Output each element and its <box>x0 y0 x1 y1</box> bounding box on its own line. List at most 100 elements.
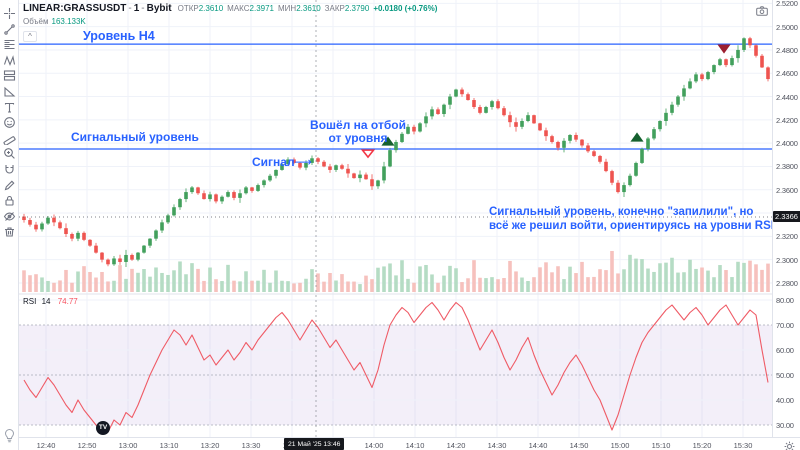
symbol-name[interactable]: LINEAR:GRASSUSDT <box>23 3 127 14</box>
time-tick-label: 14:40 <box>528 441 548 450</box>
bounce-entry-note[interactable]: Вошёл на отбой от уровня <box>277 119 439 145</box>
chart-pane[interactable]: LINEAR:GRASSUSDT -1- Bybit ОТКР2.3610 МАКС2.… <box>19 0 772 437</box>
candle-body <box>550 136 554 142</box>
candle-body <box>622 185 626 193</box>
triangle-pattern-icon[interactable] <box>3 85 16 98</box>
volume-bar <box>286 281 290 292</box>
candle-body <box>604 161 608 172</box>
candle-body <box>484 107 488 113</box>
xabcd-pattern-icon[interactable] <box>3 54 16 67</box>
trend-line-icon[interactable] <box>3 23 16 36</box>
tradingview-logo[interactable]: TV <box>96 421 110 435</box>
fib-retracement-icon[interactable] <box>3 38 16 51</box>
sell-marker-icon <box>717 44 731 54</box>
time-tick-label: 13:20 <box>200 441 220 450</box>
last-price-label: 2.3366 <box>773 211 800 222</box>
hide-drawings-icon[interactable] <box>3 210 16 223</box>
volume-bar <box>292 283 296 292</box>
volume-bar <box>130 268 134 292</box>
candle-body <box>448 96 452 105</box>
candle-body <box>670 104 674 113</box>
long-position-icon[interactable] <box>3 69 16 82</box>
volume-bar <box>442 275 446 292</box>
volume-bar <box>724 270 728 292</box>
candle-body <box>712 65 716 73</box>
legend-separator2: - <box>141 3 145 14</box>
candle-body <box>424 116 428 124</box>
candle-body <box>682 88 686 97</box>
signal-level-label[interactable]: Сигнальный уровень <box>71 130 199 144</box>
volume-bar <box>34 274 38 292</box>
magnet-icon[interactable] <box>3 163 16 176</box>
remove-drawings-icon[interactable] <box>3 225 16 238</box>
volume-bar <box>484 278 488 292</box>
lock-drawings-icon[interactable] <box>3 194 16 207</box>
axis-settings-gear-icon[interactable] <box>784 439 795 450</box>
volume-bar <box>178 261 182 292</box>
ohlc-label: МИН <box>278 4 297 13</box>
volume-bar <box>70 282 74 292</box>
emoji-icon[interactable] <box>3 116 16 129</box>
candle-body <box>112 258 116 265</box>
candle-body <box>628 175 632 186</box>
candle-body <box>370 179 374 187</box>
candle-body <box>106 259 110 265</box>
rsi-legend[interactable]: RSI 14 74.77 <box>23 297 78 306</box>
volume-bar <box>574 273 578 292</box>
chart-canvas[interactable] <box>19 0 772 437</box>
candle-body <box>46 217 50 224</box>
candle-body <box>340 165 344 169</box>
candle-body <box>358 174 362 179</box>
candle-body <box>196 187 200 194</box>
h4-level-label[interactable]: Уровень H4 <box>83 29 155 43</box>
candle-body <box>526 115 530 122</box>
candle-body <box>700 74 704 80</box>
price-tick-label: 2.4000 <box>776 139 798 149</box>
time-tick-label: 14:10 <box>405 441 425 450</box>
volume-bar <box>352 281 356 292</box>
volume-value: 163.133K <box>51 17 86 26</box>
candle-body <box>232 192 236 198</box>
candle-body <box>442 104 446 115</box>
drawing-mode-icon[interactable] <box>3 179 16 192</box>
signal-callout[interactable]: Сигнал⟶ <box>252 155 312 169</box>
volume-bar <box>334 280 338 292</box>
volume-bar <box>562 279 566 292</box>
symbol-legend[interactable]: LINEAR:GRASSUSDT -1- Bybit ОТКР2.3610 МАКС2.… <box>23 3 437 44</box>
candle-body <box>190 187 194 193</box>
candle-body <box>70 234 74 239</box>
candle-body <box>262 180 266 186</box>
candle-body <box>766 67 770 80</box>
candle-body <box>238 193 242 198</box>
volume-bar <box>190 263 194 292</box>
bounce-note-line1: Вошёл на отбой <box>310 118 406 132</box>
volume-bar <box>208 267 212 292</box>
volume-bar <box>676 272 680 292</box>
volume-bar <box>766 263 770 292</box>
ideas-lightbulb-icon[interactable] <box>3 428 16 443</box>
candle-body <box>490 101 494 108</box>
volume-bar <box>412 282 416 292</box>
ohlc-label: МАКС <box>227 4 250 13</box>
time-axis[interactable]: 15:30 15:20 15:10 15:00 14:50 14:40 14:30 14:20… <box>19 437 800 450</box>
volume-bar <box>172 270 176 292</box>
volume-bar <box>100 271 104 292</box>
volume-bar <box>274 270 278 292</box>
volume-bar <box>184 274 188 292</box>
measure-icon[interactable] <box>3 132 16 145</box>
volume-bar <box>688 259 692 292</box>
screenshot-camera-icon[interactable] <box>756 3 768 16</box>
candle-body <box>748 38 752 46</box>
volume-bar <box>268 282 272 292</box>
candle-body <box>496 101 500 109</box>
chart-interval[interactable]: 1 <box>133 3 140 14</box>
volume-bar <box>754 264 758 292</box>
zoom-in-icon[interactable] <box>3 147 16 160</box>
legend-collapse-chevron-icon[interactable]: ^ <box>23 31 37 42</box>
price-axis[interactable]: 2.3366 2.5200 2.5000 2.4800 2.4600 2.4400 2.4… <box>772 0 800 437</box>
trade-comment-note[interactable]: Сигнальный уровень, конечно "запилили", … <box>489 205 772 233</box>
text-tool-icon[interactable] <box>3 101 16 114</box>
rsi-tick-label: 80.00 <box>776 296 794 305</box>
crosshair-icon[interactable] <box>3 7 16 20</box>
candle-body <box>316 158 320 162</box>
